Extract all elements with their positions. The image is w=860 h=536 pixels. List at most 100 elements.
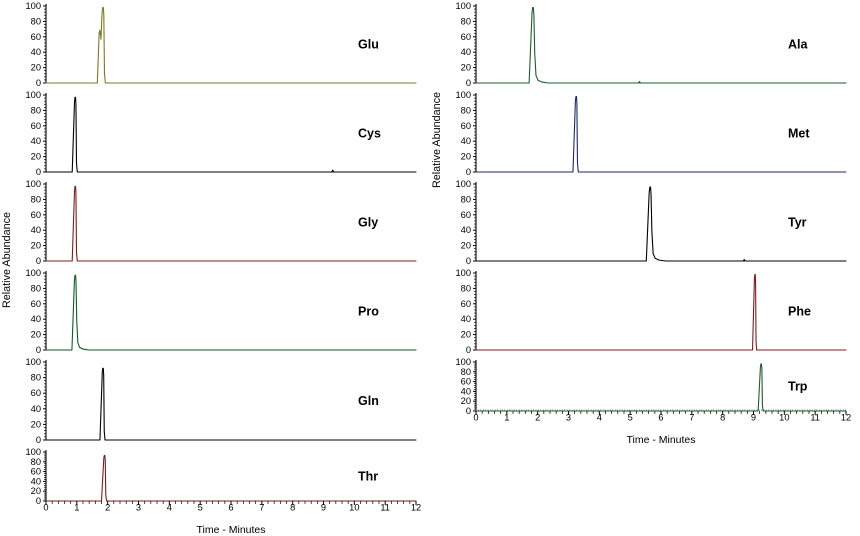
svg-text:20: 20 (31, 63, 41, 73)
svg-text:4: 4 (597, 413, 602, 423)
svg-text:100: 100 (455, 268, 471, 278)
svg-text:100: 100 (25, 179, 41, 189)
svg-text:Gln: Gln (358, 394, 379, 408)
svg-text:7: 7 (259, 503, 264, 513)
svg-text:80: 80 (31, 194, 41, 204)
svg-text:20: 20 (461, 330, 471, 340)
svg-text:60: 60 (31, 32, 41, 42)
svg-text:8: 8 (720, 413, 725, 423)
svg-text:60: 60 (461, 121, 471, 131)
svg-text:0: 0 (473, 413, 478, 423)
svg-text:12: 12 (411, 503, 421, 513)
svg-text:9: 9 (321, 503, 326, 513)
svg-text:9: 9 (751, 413, 756, 423)
svg-text:Pro: Pro (358, 305, 379, 319)
svg-text:40: 40 (461, 136, 471, 146)
svg-text:Time - Minutes: Time - Minutes (626, 434, 695, 446)
svg-text:Glu: Glu (358, 38, 379, 52)
svg-text:Ala: Ala (788, 38, 809, 52)
svg-text:40: 40 (31, 404, 41, 414)
svg-text:10: 10 (349, 503, 359, 513)
svg-text:40: 40 (461, 47, 471, 57)
svg-text:100: 100 (25, 268, 41, 278)
svg-text:Phe: Phe (788, 305, 811, 319)
svg-text:0: 0 (36, 167, 41, 177)
svg-text:60: 60 (461, 377, 471, 387)
svg-text:0: 0 (36, 345, 41, 355)
svg-text:20: 20 (461, 396, 471, 406)
svg-text:80: 80 (31, 105, 41, 115)
svg-text:0: 0 (466, 78, 471, 88)
svg-text:2: 2 (535, 413, 540, 423)
svg-text:100: 100 (25, 357, 41, 367)
svg-text:8: 8 (290, 503, 295, 513)
svg-text:Tyr: Tyr (788, 216, 807, 230)
svg-text:20: 20 (461, 152, 471, 162)
svg-text:Time - Minutes: Time - Minutes (196, 524, 265, 536)
svg-text:6: 6 (658, 413, 663, 423)
svg-text:0: 0 (36, 78, 41, 88)
svg-text:20: 20 (31, 241, 41, 251)
svg-text:60: 60 (461, 32, 471, 42)
svg-text:11: 11 (810, 413, 820, 423)
svg-text:11: 11 (380, 503, 390, 513)
svg-text:40: 40 (461, 225, 471, 235)
svg-text:20: 20 (461, 241, 471, 251)
svg-text:60: 60 (31, 121, 41, 131)
svg-text:100: 100 (25, 447, 41, 457)
svg-text:60: 60 (31, 388, 41, 398)
svg-text:0: 0 (466, 406, 471, 416)
svg-text:Gly: Gly (358, 216, 378, 230)
svg-text:40: 40 (31, 314, 41, 324)
svg-text:0: 0 (36, 496, 41, 506)
svg-text:Thr: Thr (358, 470, 378, 484)
svg-text:4: 4 (167, 503, 172, 513)
svg-text:10: 10 (779, 413, 789, 423)
svg-text:100: 100 (455, 179, 471, 189)
svg-text:80: 80 (461, 16, 471, 26)
svg-text:20: 20 (31, 330, 41, 340)
svg-text:80: 80 (31, 373, 41, 383)
svg-text:0: 0 (466, 167, 471, 177)
svg-text:Trp: Trp (788, 380, 808, 394)
svg-text:Cys: Cys (358, 127, 381, 141)
svg-text:40: 40 (461, 314, 471, 324)
svg-text:20: 20 (31, 152, 41, 162)
svg-text:2: 2 (105, 503, 110, 513)
svg-text:Met: Met (788, 127, 810, 141)
svg-text:40: 40 (31, 136, 41, 146)
svg-text:40: 40 (31, 476, 41, 486)
svg-text:60: 60 (31, 299, 41, 309)
svg-text:0: 0 (466, 256, 471, 266)
svg-text:100: 100 (455, 90, 471, 100)
svg-text:3: 3 (566, 413, 571, 423)
svg-text:5: 5 (198, 503, 203, 513)
svg-text:80: 80 (31, 283, 41, 293)
svg-text:80: 80 (461, 367, 471, 377)
svg-text:0: 0 (36, 435, 41, 445)
svg-text:3: 3 (136, 503, 141, 513)
svg-text:0: 0 (43, 503, 48, 513)
svg-text:80: 80 (461, 194, 471, 204)
svg-text:40: 40 (31, 47, 41, 57)
svg-text:6: 6 (228, 503, 233, 513)
svg-text:80: 80 (31, 16, 41, 26)
svg-text:0: 0 (36, 256, 41, 266)
svg-text:100: 100 (25, 90, 41, 100)
svg-text:0: 0 (466, 345, 471, 355)
svg-text:12: 12 (841, 413, 851, 423)
svg-text:20: 20 (461, 63, 471, 73)
svg-text:60: 60 (461, 299, 471, 309)
svg-text:1: 1 (74, 503, 79, 513)
svg-text:80: 80 (461, 105, 471, 115)
svg-text:20: 20 (31, 486, 41, 496)
svg-text:20: 20 (31, 419, 41, 429)
svg-text:60: 60 (31, 467, 41, 477)
svg-text:60: 60 (31, 210, 41, 220)
svg-text:1: 1 (504, 413, 509, 423)
svg-text:60: 60 (461, 210, 471, 220)
svg-text:5: 5 (628, 413, 633, 423)
svg-text:100: 100 (25, 1, 41, 11)
svg-text:80: 80 (461, 283, 471, 293)
svg-text:40: 40 (461, 386, 471, 396)
